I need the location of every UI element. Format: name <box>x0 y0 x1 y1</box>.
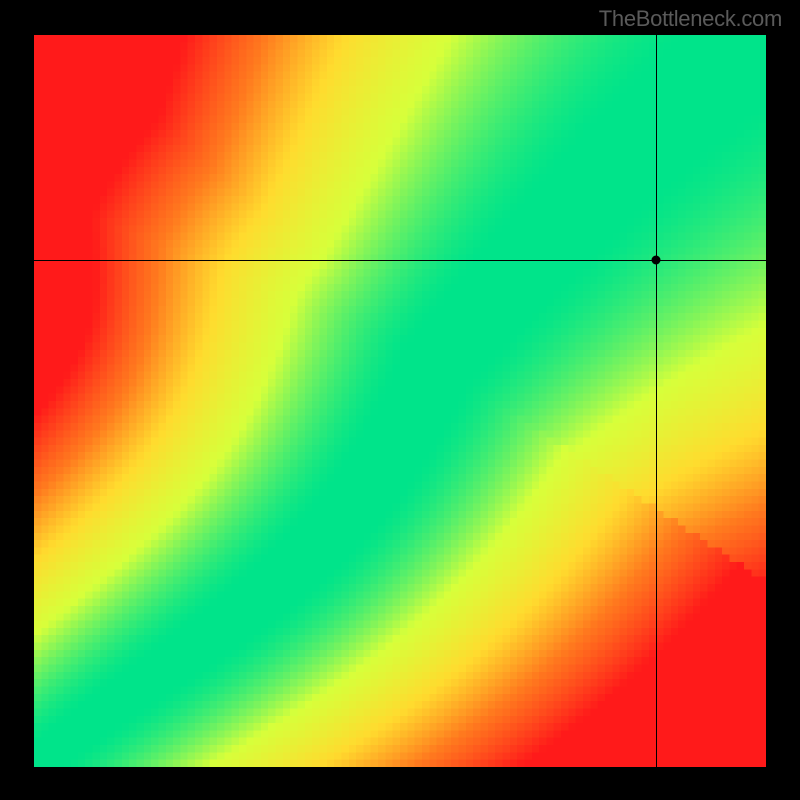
crosshair-vertical <box>656 35 657 767</box>
watermark-text: TheBottleneck.com <box>599 6 782 32</box>
crosshair-marker-dot <box>652 255 661 264</box>
